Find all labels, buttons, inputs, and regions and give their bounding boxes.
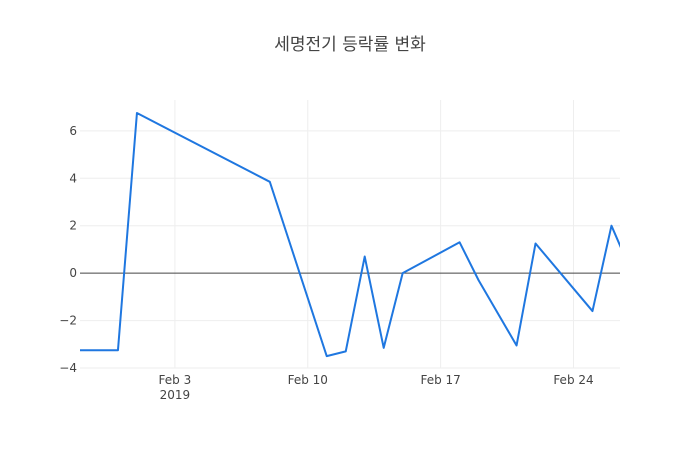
y-tick-label: −4	[59, 361, 77, 375]
x-tick-label: Feb 3	[159, 373, 192, 387]
grid	[80, 100, 620, 369]
y-tick-label: 6	[69, 124, 77, 138]
y-tick-label: 0	[69, 266, 77, 280]
y-tick-label: 2	[69, 219, 77, 233]
x-tick-label: Feb 10	[288, 373, 328, 387]
series-line	[80, 112, 620, 358]
y-tick-label: −2	[59, 314, 77, 328]
chart-title: 세명전기 등락률 변화	[274, 35, 426, 55]
x-tick-label: Feb 17	[420, 373, 460, 387]
x-tick-sublabel: 2019	[160, 388, 191, 402]
x-tick-label: Feb 24	[553, 373, 593, 387]
series-layer	[80, 112, 620, 358]
y-tick-label: 4	[69, 171, 77, 185]
